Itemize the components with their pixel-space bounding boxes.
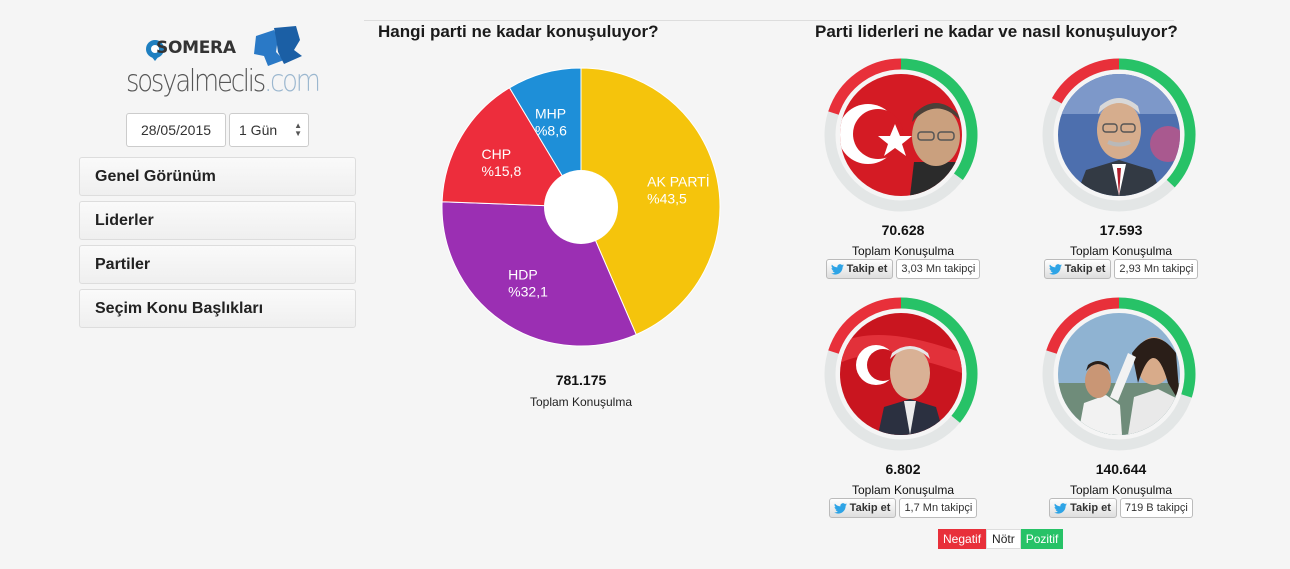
- nav-item-partiler[interactable]: Partiler: [79, 245, 356, 284]
- nav-item-liderler[interactable]: Liderler: [79, 201, 356, 240]
- follower-count: 3,03 Mn takipçi: [896, 259, 981, 279]
- ring-negative-arc: [1046, 297, 1120, 354]
- leader-count: 140.644: [1095, 461, 1147, 477]
- twitter-follow-button[interactable]: Takip et: [825, 259, 894, 279]
- ring-negative-arc: [828, 58, 902, 115]
- sidebar-nav: Genel Görünüm Liderler Partiler Seçim Ko…: [79, 157, 356, 333]
- party-pie-chart: AK PARTİ%43,5 HDP%32,1 CHP%15,8 MHP%8,6: [441, 67, 721, 347]
- follow-label: Takip et: [846, 263, 888, 275]
- legend-negative: Negatif: [938, 529, 987, 549]
- twitter-follow: Takip et 2,93 Mn takipçi: [1041, 259, 1201, 279]
- date-input[interactable]: 28/05/2015: [126, 113, 226, 147]
- pie-category-label: MHP: [535, 105, 566, 121]
- leader-photo[interactable]: [1058, 74, 1180, 196]
- leader-count-label: Toplam Konuşulma: [851, 244, 955, 258]
- brand-com-text: .com: [264, 64, 321, 99]
- party-total-label: Toplam Konuşulma: [529, 395, 633, 409]
- pie-value-label: %15,8: [482, 163, 522, 179]
- leader-card-2: 17.593 Toplam Konuşulma Takip et 2,93 Mn…: [1041, 57, 1221, 297]
- pie-slice-4[interactable]: [508, 67, 582, 209]
- twitter-follow-button[interactable]: Takip et: [1043, 259, 1112, 279]
- party-section-title: Hangi parti ne kadar konuşuluyor?: [378, 22, 659, 41]
- ring-positive-arc: [1118, 297, 1196, 398]
- twitter-follow-button[interactable]: Takip et: [828, 498, 897, 518]
- follow-label: Takip et: [1064, 263, 1106, 275]
- legend-neutral: Nötr: [986, 529, 1021, 549]
- twitter-follow: Takip et 719 B takipçi: [1041, 498, 1201, 518]
- sentiment-ring: [824, 58, 978, 212]
- ring-positive-arc: [900, 58, 978, 180]
- twitter-bird-icon: [1048, 263, 1062, 275]
- pie-value-label: %43,5: [647, 191, 687, 207]
- ring-positive-arc: [900, 297, 978, 423]
- sentiment-legend: Negatif Nötr Pozitif: [938, 529, 1064, 549]
- brand-sosyalmeclis: sosyalmeclis.com: [126, 64, 321, 99]
- pie-value-label: %32,1: [508, 283, 548, 299]
- leader-card-3: 6.802 Toplam Konuşulma Takip et 1,7 Mn t…: [823, 296, 1003, 536]
- sentiment-ring: [1042, 58, 1196, 212]
- follower-count: 719 B takipçi: [1119, 498, 1193, 518]
- twitter-bird-icon: [1054, 502, 1068, 514]
- leader-photo[interactable]: [1058, 313, 1180, 435]
- brand-sosyal-text: sosyalmeclis: [126, 64, 266, 99]
- pie-category-label: AK PARTİ: [647, 173, 710, 190]
- leader-count: 6.802: [885, 461, 921, 477]
- sentiment-ring: [1042, 297, 1196, 451]
- leader-card-4: 140.644 Toplam Konuşulma Takip et 719 B …: [1041, 296, 1221, 536]
- pie-category-label: CHP: [482, 146, 512, 162]
- leader-count: 70.628: [881, 222, 925, 238]
- leader-count-label: Toplam Konuşulma: [1069, 483, 1173, 497]
- nav-item-genel-gorunum[interactable]: Genel Görünüm: [79, 157, 356, 196]
- leaders-section-title: Parti liderleri ne kadar ve nasıl konuşu…: [815, 22, 1178, 41]
- leader-count-label: Toplam Konuşulma: [1069, 244, 1173, 258]
- twitter-bird-icon: [833, 502, 847, 514]
- twitter-follow: Takip et 3,03 Mn takipçi: [823, 259, 983, 279]
- follow-label: Takip et: [849, 502, 891, 514]
- twitter-follow-button[interactable]: Takip et: [1049, 498, 1117, 518]
- leader-photo[interactable]: [840, 74, 962, 196]
- follow-label: Takip et: [1070, 502, 1111, 514]
- twitter-bird-icon: [830, 263, 844, 275]
- pie-center-hole: [544, 170, 618, 244]
- ring-positive-arc: [1118, 58, 1196, 188]
- sentiment-ring: [824, 297, 978, 451]
- leader-photo[interactable]: [840, 313, 962, 435]
- party-total-count: 781.175: [555, 372, 607, 388]
- somera-logo[interactable]: SOMERA sosyalmeclis.com: [126, 26, 326, 106]
- follower-count: 2,93 Mn takipçi: [1114, 259, 1199, 279]
- ring-negative-arc: [828, 297, 902, 354]
- pie-slice-1[interactable]: [580, 67, 721, 336]
- leader-card-1: 70.628 Toplam Konuşulma Takip et 3,03 Mn…: [823, 57, 1003, 297]
- period-select[interactable]: 1 Gün ▲ ▼: [229, 113, 309, 147]
- top-divider: [364, 20, 1174, 21]
- leader-count: 17.593: [1099, 222, 1143, 238]
- ring-negative-arc: [1051, 58, 1120, 104]
- speech-heads-icon: [254, 26, 302, 66]
- brand-somera: SOMERA: [156, 38, 236, 58]
- follower-count: 1,7 Mn takipçi: [899, 498, 978, 518]
- select-arrows-icon: ▲ ▼: [294, 121, 302, 138]
- twitter-follow: Takip et 1,7 Mn takipçi: [823, 498, 983, 518]
- nav-item-secim-konu-basliklari[interactable]: Seçim Konu Başlıkları: [79, 289, 356, 328]
- legend-positive: Pozitif: [1020, 529, 1064, 549]
- pie-slice-3[interactable]: [441, 87, 582, 208]
- period-select-value: 1 Gün: [239, 122, 278, 138]
- pie-value-label: %8,6: [535, 122, 567, 138]
- leader-count-label: Toplam Konuşulma: [851, 483, 955, 497]
- location-pin-icon: [146, 40, 164, 61]
- pie-category-label: HDP: [508, 266, 538, 282]
